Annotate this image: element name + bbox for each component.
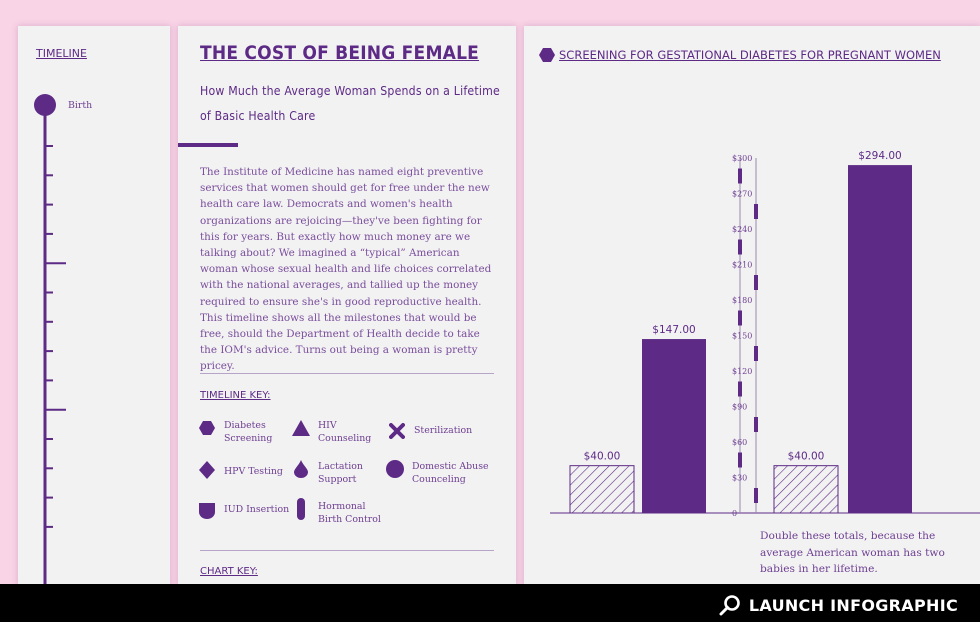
bar-value-label: $147.00 [652, 324, 695, 336]
timeline-panel: TIMELINE Birth [18, 26, 170, 586]
chart-title: SCREENING FOR GESTATIONAL DIABETES FOR P… [559, 48, 941, 62]
bar [773, 465, 839, 514]
key-label: Counceling [412, 474, 466, 485]
key-lactation: Lactation Support [292, 460, 363, 486]
drop-icon [294, 460, 308, 478]
magnifier-icon [719, 595, 740, 616]
title-rule [178, 143, 238, 147]
chart-note: Double these totals, because the average… [760, 528, 945, 578]
timeline-axis [34, 94, 66, 586]
y-tick-label: $30 [732, 474, 747, 483]
y-tick-label: $180 [732, 296, 752, 305]
shield-icon [199, 503, 215, 519]
key-diabetes: Diabetes Screening [198, 419, 272, 445]
bar-value-label: $40.00 [584, 451, 621, 463]
key-hpv: HPV Testing [198, 461, 283, 479]
intro-paragraph: The Institute of Medicine has named eigh… [200, 166, 492, 373]
launch-label: LAUNCH INFOGRAPHIC [748, 595, 958, 615]
key-hormonal: Hormonal Birth Control [292, 498, 381, 526]
timeline-birth-label: Birth [68, 100, 93, 111]
key-label: Counseling [318, 433, 372, 444]
y-tick-label: $210 [732, 261, 752, 270]
key-label: HIV [318, 420, 337, 431]
circle-icon [386, 460, 404, 478]
diamond-icon [199, 461, 215, 479]
y-tick-label: $150 [732, 332, 752, 341]
launch-bar: LAUNCH INFOGRAPHIC [0, 584, 980, 622]
bar-value-label: $294.00 [858, 150, 901, 162]
y-tick-label: $300 [732, 154, 752, 163]
key-label: HPV Testing [224, 466, 283, 477]
key-hiv: HIV Counseling [292, 419, 371, 445]
y-tick-label: 0 [732, 509, 737, 518]
bar [569, 465, 635, 514]
chart-panel: SCREENING FOR GESTATIONAL DIABETES FOR P… [524, 26, 980, 586]
pill-icon [297, 498, 305, 520]
key-label: Lactation [318, 461, 363, 472]
key-label: Diabetes [224, 420, 266, 431]
key-iud: IUD Insertion [198, 502, 289, 520]
birth-marker-icon [34, 94, 56, 116]
key-label: Screening [224, 433, 273, 444]
key-label: Birth Control [318, 514, 381, 525]
x-icon [389, 423, 405, 439]
timeline-key-title: TIMELINE KEY: [200, 390, 271, 401]
key-label: IUD Insertion [224, 504, 290, 515]
note-line: babies in her lifetime. [760, 563, 878, 575]
article-panel: THE COST OF BEING FEMALE How Much the Av… [178, 26, 516, 586]
hexagon-icon [199, 421, 215, 435]
key-label: Support [318, 474, 357, 485]
y-tick-label: $120 [732, 367, 752, 376]
triangle-icon [292, 420, 310, 436]
bar [848, 165, 912, 513]
key-domestic-abuse: Domestic Abuse Counceling [386, 460, 489, 486]
divider [200, 373, 494, 374]
page-title: THE COST OF BEING FEMALE [200, 42, 480, 64]
note-line: average American woman has two [760, 546, 945, 559]
y-tick-label: $90 [732, 403, 747, 412]
bar-value-label: $40.00 [788, 451, 825, 463]
key-label: Hormonal [318, 501, 366, 512]
bar [642, 339, 706, 513]
note-line: Double these totals, because the [760, 530, 936, 542]
subtitle-line-2: of Basic Health Care [200, 109, 316, 123]
y-tick-label: $270 [732, 190, 752, 199]
timeline-title: TIMELINE [36, 47, 87, 60]
key-label: Sterilization [414, 425, 473, 436]
page-subtitle: How Much the Average Woman Spends on a L… [200, 79, 500, 129]
hexagon-icon [539, 48, 555, 62]
key-sterilization: Sterilization [388, 422, 472, 440]
key-label: Domestic Abuse [412, 461, 489, 472]
y-tick-label: $60 [732, 438, 747, 447]
y-tick-label: $240 [732, 225, 752, 234]
divider [200, 550, 494, 551]
chart-key-title: CHART KEY: [200, 566, 258, 577]
subtitle-line-1: How Much the Average Woman Spends on a L… [200, 84, 500, 98]
launch-infographic-button[interactable]: LAUNCH INFOGRAPHIC [719, 594, 958, 616]
bar-chart: 0 $30 $60 $90 $120 $150 $180 $210 $240 $270 $300 $4… [550, 150, 980, 518]
